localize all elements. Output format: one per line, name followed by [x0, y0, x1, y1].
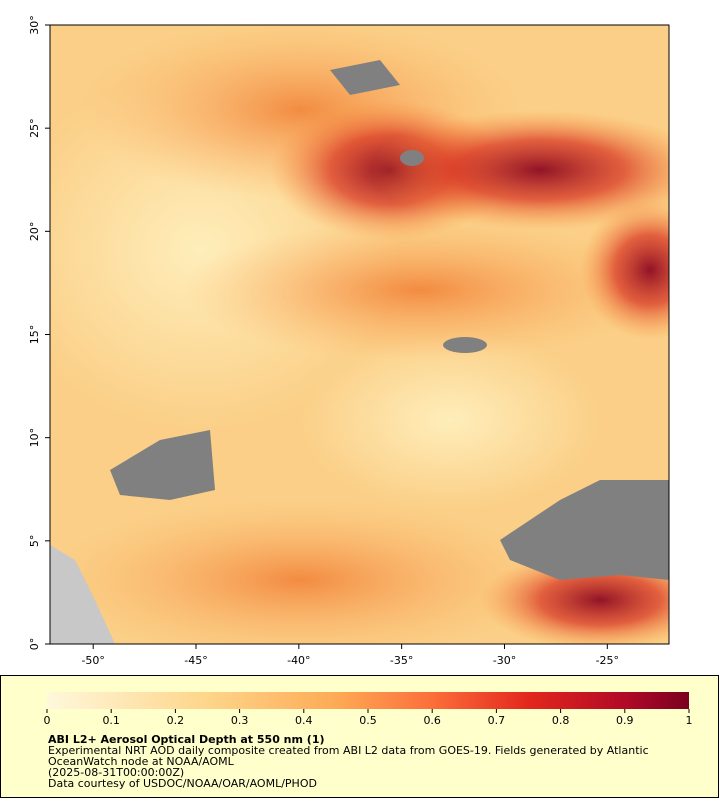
- x-tick-label: -50°: [81, 654, 104, 667]
- colorbar-title: ABI L2+ Aerosol Optical Depth at 550 nm …: [48, 733, 325, 746]
- colorbar-tick-label: 0.5: [359, 714, 377, 727]
- x-tick-label: -35°: [390, 654, 413, 667]
- colorbar-tick-label: 0.4: [295, 714, 313, 727]
- y-tick-label: 0°: [28, 638, 41, 651]
- caption-line: (2025-08-31T00:00:00Z): [48, 766, 184, 779]
- colorbar: [47, 692, 689, 709]
- y-tick-label: 20°: [28, 222, 41, 242]
- colorbar-tick-label: 1: [686, 714, 693, 727]
- x-tick-label: -25°: [596, 654, 619, 667]
- colorbar-tick-label: 0.2: [167, 714, 185, 727]
- x-tick-label: -40°: [287, 654, 310, 667]
- y-tick-label: 5°: [28, 535, 41, 548]
- caption-line: OceanWatch node at NOAA/AOML: [48, 755, 235, 768]
- caption-line: Data courtesy of USDOC/NOAA/OAR/AOML/PHO…: [48, 777, 317, 790]
- colorbar-tick-label: 0: [44, 714, 51, 727]
- y-tick-label: 10°: [28, 428, 41, 448]
- x-tick-label: -30°: [493, 654, 516, 667]
- colorbar-tick-label: 0.8: [552, 714, 570, 727]
- colorbar-tick-label: 0.3: [231, 714, 249, 727]
- y-tick-label: 30°: [28, 15, 41, 35]
- colorbar-tick-label: 0.9: [616, 714, 634, 727]
- colorbar-tick-label: 0.1: [102, 714, 120, 727]
- colorbar-tick-label: 0.7: [488, 714, 506, 727]
- y-tick-label: 15°: [28, 325, 41, 345]
- x-tick-label: -45°: [184, 654, 207, 667]
- caption-line: Experimental NRT AOD daily composite cre…: [48, 744, 649, 757]
- map-image: [50, 25, 669, 644]
- y-tick-label: 25°: [28, 118, 41, 138]
- colorbar-tick-label: 0.6: [423, 714, 441, 727]
